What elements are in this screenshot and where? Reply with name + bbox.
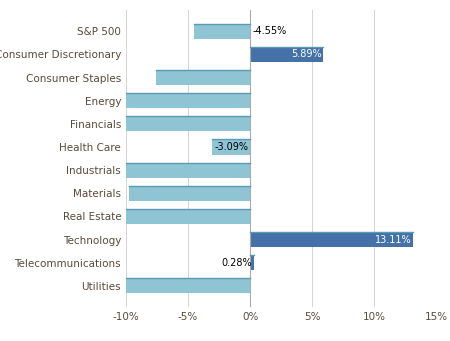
Bar [126,93,250,108]
Text: -23.18%: -23.18% [252,119,292,129]
Text: -11.24%: -11.24% [252,211,292,221]
Text: -7.56%: -7.56% [252,73,286,83]
Bar [126,163,250,178]
Text: 13.11%: 13.11% [374,235,411,244]
Text: 0.28%: 0.28% [221,258,252,268]
Text: -4.55%: -4.55% [252,26,286,36]
Text: -37.04%: -37.04% [252,96,292,106]
Bar [250,47,324,62]
Bar [212,139,250,154]
Text: -17.14%: -17.14% [252,165,292,175]
Text: 5.89%: 5.89% [291,49,321,59]
Bar [156,70,250,85]
Text: -13.67%: -13.67% [252,281,292,291]
Bar [126,278,250,293]
Bar [126,209,250,224]
Bar [129,186,250,201]
Bar [194,24,250,39]
Text: -3.09%: -3.09% [215,142,249,152]
Bar [250,232,413,247]
Bar [126,116,250,131]
Text: -9.78%: -9.78% [252,188,286,198]
Bar [250,255,254,270]
